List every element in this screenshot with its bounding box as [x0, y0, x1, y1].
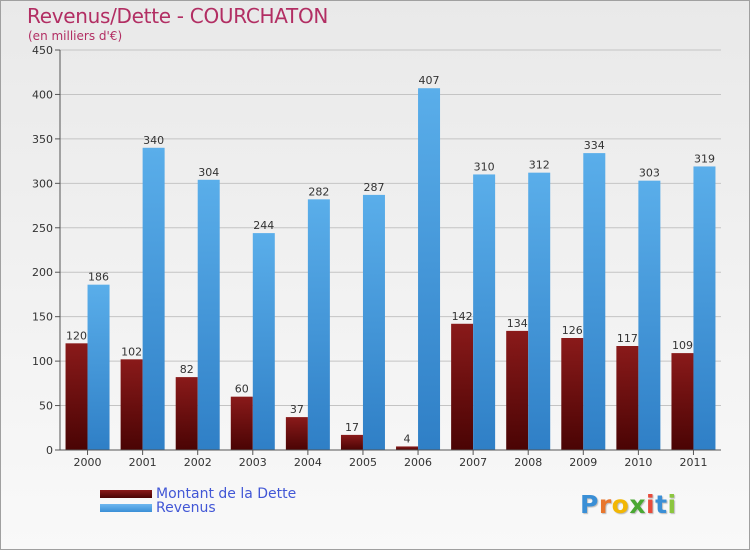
bar-revenus-2003 — [252, 233, 275, 450]
value-label-revenus: 407 — [419, 74, 440, 87]
bar-dette-2001 — [120, 359, 143, 450]
logo-letter: P — [580, 490, 599, 519]
value-label-dette: 60 — [235, 383, 249, 396]
x-tick-label: 2011 — [679, 456, 707, 469]
value-label-dette: 117 — [617, 332, 638, 345]
bar-revenus-2008 — [528, 172, 551, 450]
x-tick-label: 2005 — [349, 456, 377, 469]
value-label-revenus: 287 — [363, 181, 384, 194]
logo-letter: x — [629, 490, 646, 519]
value-label-dette: 37 — [290, 403, 304, 416]
logo-letter: t — [655, 490, 668, 519]
bar-dette-2002 — [175, 377, 198, 450]
bar-dette-2008 — [506, 330, 529, 450]
bar-revenus-2000 — [87, 284, 110, 450]
value-label-dette: 126 — [562, 324, 583, 337]
value-label-revenus: 186 — [88, 271, 109, 284]
x-tick-label: 2001 — [129, 456, 157, 469]
y-tick-label: 0 — [46, 444, 53, 457]
bar-revenus-2010 — [638, 180, 661, 450]
bar-dette-2007 — [451, 323, 474, 450]
x-tick-label: 2007 — [459, 456, 487, 469]
x-tick-label: 2002 — [184, 456, 212, 469]
y-tick-label: 400 — [32, 88, 53, 101]
x-tick-label: 2006 — [404, 456, 432, 469]
axes-layer: 0 50 100 150 200 250 300 350 400 450 2000 2001 2002 2… — [32, 44, 721, 469]
chart-subtitle: (en milliers d'€) — [28, 29, 123, 43]
legend-item-dette: Montant de la Dette — [100, 486, 296, 502]
bar-dette-2000 — [65, 343, 88, 450]
value-label-dette: 102 — [121, 345, 142, 358]
bar-dette-2009 — [561, 338, 584, 450]
legend-swatch-revenus — [100, 504, 152, 512]
legend-swatch-dette — [100, 490, 152, 498]
bar-revenus-2004 — [307, 199, 330, 450]
y-tick-label: 150 — [32, 311, 53, 324]
y-tick-label: 200 — [32, 266, 53, 279]
y-tick-label: 50 — [39, 400, 53, 413]
value-label-dette: 82 — [180, 363, 194, 376]
value-label-dette: 142 — [452, 310, 473, 323]
value-label-dette: 4 — [404, 432, 411, 445]
labels-layer: 120 186 102 340 82 304 60 244 37 282 17 287 4 407 142 3… — [66, 74, 715, 445]
proxiti-logo: Proxiti — [580, 490, 677, 519]
y-tick-label: 450 — [32, 44, 53, 57]
logo-letter: i — [646, 490, 656, 519]
y-tick-label: 300 — [32, 177, 53, 190]
bar-revenus-2002 — [197, 179, 220, 450]
x-tick-label: 2008 — [514, 456, 542, 469]
bar-revenus-2011 — [693, 166, 716, 450]
logo-letter: o — [611, 490, 630, 519]
x-tick-label: 2004 — [294, 456, 322, 469]
bar-revenus-2001 — [142, 147, 165, 450]
bar-revenus-2009 — [583, 153, 606, 450]
value-label-revenus: 319 — [694, 152, 715, 165]
value-label-revenus: 340 — [143, 134, 164, 147]
value-label-revenus: 312 — [529, 159, 550, 172]
value-label-revenus: 244 — [253, 219, 274, 232]
bar-dette-2006 — [396, 446, 419, 450]
value-label-revenus: 304 — [198, 166, 219, 179]
bar-dette-2010 — [616, 346, 639, 450]
chart-title: Revenus/Dette - COURCHATON — [27, 4, 329, 28]
bar-revenus-2006 — [418, 88, 441, 450]
legend-label-dette: Montant de la Dette — [156, 486, 297, 502]
y-tick-label: 250 — [32, 222, 53, 235]
bar-revenus-2005 — [362, 194, 385, 450]
bar-dette-2004 — [285, 417, 308, 450]
logo-letter: i — [667, 490, 677, 519]
value-label-dette: 17 — [345, 421, 359, 434]
x-tick-label: 2010 — [624, 456, 652, 469]
value-label-revenus: 334 — [584, 139, 605, 152]
logo-letter: r — [598, 490, 612, 519]
value-label-dette: 109 — [672, 339, 693, 352]
y-tick-label: 100 — [32, 355, 53, 368]
x-tick-label: 2003 — [239, 456, 267, 469]
legend-label-revenus: Revenus — [156, 500, 216, 516]
y-tick-label: 350 — [32, 133, 53, 146]
legend-item-revenus: Revenus — [100, 500, 216, 516]
value-label-revenus: 303 — [639, 167, 660, 180]
value-label-dette: 134 — [507, 317, 528, 330]
bar-dette-2003 — [230, 396, 253, 450]
x-tick-label: 2009 — [569, 456, 597, 469]
bar-revenus-2007 — [473, 174, 496, 450]
value-label-revenus: 310 — [474, 160, 495, 173]
bar-dette-2011 — [671, 353, 694, 450]
bar-dette-2005 — [340, 434, 363, 450]
grid-layer — [60, 49, 721, 407]
x-tick-label: 2000 — [74, 456, 102, 469]
value-label-revenus: 282 — [308, 185, 329, 198]
bars-layer — [65, 88, 716, 450]
value-label-dette: 120 — [66, 329, 87, 342]
